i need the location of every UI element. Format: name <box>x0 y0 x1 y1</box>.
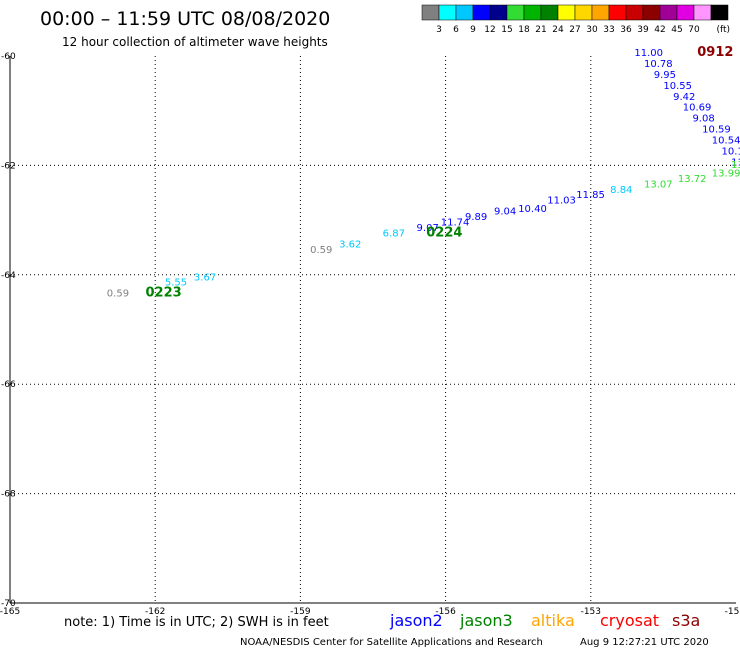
wave-height-label: 10.54 <box>712 136 740 147</box>
wave-height-label: 10.19 <box>721 146 740 157</box>
color-swatch <box>472 4 491 21</box>
wave-height-label: 11.74 <box>441 218 470 229</box>
color-scale-label: 27 <box>569 25 580 35</box>
satellite-legend: jason2 jason3 altika cryosat s3a <box>389 611 700 630</box>
wave-height-label: 9.07 <box>417 223 439 234</box>
wave-height-label: 10.78 <box>644 59 673 70</box>
satellite-legend-jason2: jason2 <box>389 611 443 630</box>
axis-tick-labels: -165 -162 -159 -156 -153 -15 -60 -62 -64 -66 -68 -7… <box>0 52 739 617</box>
wave-height-label: 9.08 <box>692 114 714 125</box>
color-swatch <box>625 4 644 21</box>
wave-height-label: 3.62 <box>339 239 361 250</box>
color-swatch <box>710 4 729 21</box>
color-swatch <box>693 4 712 21</box>
wave-height-label: 11.03 <box>547 196 576 207</box>
footer-timestamp: Aug 9 12:27:21 UTC 2020 <box>580 637 709 648</box>
wave-height-label: 9.04 <box>494 207 516 218</box>
color-scale-label: 12 <box>484 25 495 35</box>
satellite-legend-jason3: jason3 <box>459 611 513 630</box>
color-scale-label: 15 <box>501 25 512 35</box>
wave-height-label: 8.84 <box>610 185 632 196</box>
wave-height-label: 9.89 <box>465 212 487 223</box>
satellite-legend-s3a: s3a <box>672 611 700 630</box>
footer-credit: NOAA/NESDIS Center for Satellite Applica… <box>240 637 543 648</box>
color-swatch <box>676 4 695 21</box>
wave-height-label: 13.05 <box>731 160 740 171</box>
color-scale-label: 9 <box>470 25 476 35</box>
color-swatch <box>608 4 627 21</box>
color-scale-label: 6 <box>453 25 459 35</box>
y-tick-label: -66 <box>1 380 16 390</box>
color-swatch <box>421 4 440 21</box>
color-scale-label: 18 <box>518 25 530 35</box>
wave-height-label: 10.69 <box>683 103 712 114</box>
x-tick-label: -159 <box>290 607 311 617</box>
color-scale-unit: (ft) <box>716 25 730 35</box>
wave-height-label: 10.40 <box>518 204 547 215</box>
x-tick-label: -162 <box>145 607 165 617</box>
pass-time-label: 0912 <box>697 45 733 60</box>
wave-height-label: 0.59 <box>310 245 332 256</box>
wave-height-label: 10.55 <box>663 81 692 92</box>
satellite-legend-altika: altika <box>531 611 575 630</box>
y-tick-label: -68 <box>1 490 16 500</box>
color-swatch <box>523 4 542 21</box>
color-scale-label: 33 <box>603 25 614 35</box>
color-swatch <box>659 4 678 21</box>
color-swatch <box>438 4 457 21</box>
color-scale-label: 45 <box>671 25 682 35</box>
chart-subtitle: 12 hour collection of altimeter wave hei… <box>62 35 328 49</box>
gridlines <box>10 56 736 603</box>
color-swatch <box>506 4 525 21</box>
wave-height-label: 11.64 <box>731 157 740 168</box>
color-scale-label: 39 <box>637 25 649 35</box>
color-scale-label: 21 <box>535 25 546 35</box>
x-tick-label: -156 <box>435 607 456 617</box>
chart-title: 00:00 – 11:59 UTC 08/08/2020 <box>40 8 330 30</box>
wave-height-label: 13.99 <box>712 168 740 179</box>
color-swatch <box>540 4 559 21</box>
color-scale-label: 24 <box>552 25 564 35</box>
wave-height-label: 3.67 <box>194 272 216 283</box>
wave-height-label: 13.72 <box>678 174 707 185</box>
color-swatch <box>455 4 474 21</box>
plot-frame <box>9 56 736 604</box>
y-tick-label: -64 <box>1 271 16 281</box>
color-swatch <box>591 4 610 21</box>
wave-height-label: 9.42 <box>673 92 695 103</box>
wave-height-label: 6.87 <box>383 229 405 240</box>
wave-height-label: 13.07 <box>644 179 673 190</box>
y-tick-label: -70 <box>1 599 16 609</box>
wave-height-label: 9.95 <box>654 70 676 81</box>
wave-height-label: 5.55 <box>165 278 187 289</box>
color-scale-label: 30 <box>586 25 598 35</box>
pass-time-label: 0224 <box>426 226 462 241</box>
color-scale-label: 36 <box>620 25 632 35</box>
wave-height-label: 10.59 <box>702 125 731 136</box>
y-tick-label: -62 <box>1 161 16 171</box>
wave-height-label: 11.85 <box>576 190 605 201</box>
satellite-legend-cryosat: cryosat <box>600 611 659 630</box>
color-swatch <box>642 4 661 21</box>
x-tick-label: -165 <box>0 607 20 617</box>
pass-time-label: 0223 <box>146 286 182 301</box>
color-scale-label: 42 <box>654 25 665 35</box>
pass-labels: 02230224091209110225 <box>146 45 734 301</box>
color-scale-label: 70 <box>688 25 700 35</box>
x-tick-label: -15 <box>725 607 740 617</box>
color-scale-label: 3 <box>436 25 442 35</box>
color-swatch <box>574 4 593 21</box>
wave-height-label: 0.59 <box>107 289 129 300</box>
x-tick-label: -153 <box>581 607 601 617</box>
y-tick-label: -60 <box>1 52 16 62</box>
wave-height-labels: 0.59 5.55 3.67 0.59 3.62 6.87 9.07 11.749.89 9.0… <box>107 48 740 300</box>
wave-height-label: 11.00 <box>634 48 663 59</box>
color-swatch <box>489 4 508 21</box>
color-swatch <box>557 4 576 21</box>
footer-note: note: 1) Time is in UTC; 2) SWH is in fe… <box>64 615 329 630</box>
color-scale-legend: 3 6 9 12 15 18 21 24 27 30 33 36 39 42 45 70 (ft) <box>421 4 730 35</box>
